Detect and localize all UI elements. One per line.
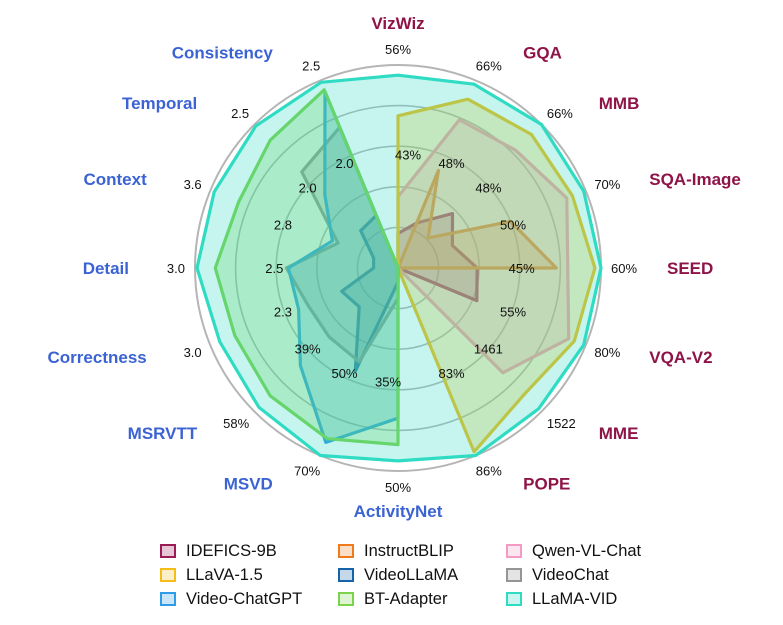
legend-label: VideoLLaMA: [364, 565, 459, 584]
outer-tick: 70%: [594, 177, 620, 192]
outer-tick: 66%: [476, 59, 502, 74]
legend-swatch: [506, 592, 522, 606]
legend-swatch: [506, 544, 522, 558]
outer-tick: 56%: [385, 42, 411, 57]
legend-swatch: [506, 568, 522, 582]
outer-tick: 50%: [385, 480, 411, 495]
legend-item: Qwen-VL-Chat: [506, 540, 676, 562]
legend-item: BT-Adapter: [338, 588, 506, 610]
axis-label-seed: SEED: [667, 259, 713, 278]
outer-tick: 66%: [547, 106, 573, 121]
legend-swatch: [160, 568, 176, 582]
inner-tick: 48%: [438, 156, 464, 171]
legend-item: VideoLLaMA: [338, 564, 506, 586]
legend-item: LLaMA-VID: [506, 588, 676, 610]
inner-tick: 50%: [500, 217, 526, 232]
inner-tick: 83%: [438, 366, 464, 381]
legend-label: IDEFICS-9B: [186, 541, 277, 560]
outer-tick: 86%: [476, 463, 502, 478]
inner-tick: 1461: [474, 341, 503, 356]
legend-item: LLaVA-1.5: [160, 564, 338, 586]
axis-label-detail: Detail: [83, 259, 129, 278]
inner-tick: 45%: [509, 261, 535, 276]
inner-tick: 2.0: [299, 181, 317, 196]
legend-item: Video-ChatGPT: [160, 588, 338, 610]
legend-swatch: [338, 568, 354, 582]
axis-label-vqa-v2: VQA-V2: [649, 348, 712, 367]
outer-tick: 2.5: [302, 59, 320, 74]
legend-label: BT-Adapter: [364, 589, 448, 608]
outer-tick: 60%: [611, 261, 637, 276]
legend-label: LLaMA-VID: [532, 589, 618, 608]
series-videochat: [284, 125, 400, 364]
legend-label: Qwen-VL-Chat: [532, 541, 642, 560]
legend-label: Video-ChatGPT: [186, 589, 303, 608]
legend-item: InstructBLIP: [338, 540, 506, 562]
axis-label-correctness: Correctness: [48, 348, 147, 367]
inner-tick: 35%: [375, 375, 401, 390]
axis-label-gqa: GQA: [523, 44, 562, 63]
inner-tick: 2.0: [335, 156, 353, 171]
axis-label-mme: MME: [599, 424, 639, 443]
inner-tick: 2.3: [274, 305, 292, 320]
series-bt-adapter: [213, 88, 400, 447]
axis-label-vizwiz: VizWiz: [371, 14, 424, 33]
legend-swatch: [338, 592, 354, 606]
series-idefics-9b: [396, 211, 479, 303]
legend-label: InstructBLIP: [364, 541, 454, 560]
axis-label-context: Context: [83, 170, 147, 189]
radar-chart: 56% 43% VizWiz 66% 48% GQA 66% 48% MMB 70% 50% SQA-…: [48, 14, 741, 521]
series-videollama: [340, 213, 400, 373]
series-instructblip: [396, 168, 558, 270]
legend-label: LLaVA-1.5: [186, 565, 263, 584]
legend: IDEFICS-9B InstructBLIP Qwen-VL-Chat LLaVA-…: [160, 540, 680, 610]
axis-label-msvd: MSVD: [224, 474, 273, 493]
axis-label-mmb: MMB: [599, 94, 640, 113]
legend-swatch: [160, 592, 176, 606]
inner-tick: 48%: [475, 181, 501, 196]
axis-label-activitynet: ActivityNet: [354, 502, 443, 521]
axis-label-sqa-image: SQA-Image: [649, 170, 741, 189]
axis-label-msrvtt: MSRVTT: [128, 424, 198, 443]
series-llama-vid: [195, 73, 603, 463]
series-layer: [195, 73, 603, 463]
axis-label-pope: POPE: [523, 474, 570, 493]
legend-label: VideoChat: [532, 565, 609, 584]
inner-tick: 43%: [395, 147, 421, 162]
series-video-chatgpt: [286, 90, 400, 444]
legend-item: VideoChat: [506, 564, 676, 586]
axis-label-consistency: Consistency: [172, 44, 274, 63]
outer-tick: 58%: [223, 416, 249, 431]
axis-labels: 56% 43% VizWiz 66% 48% GQA 66% 48% MMB 70% 50% SQA-…: [48, 14, 741, 521]
outer-tick: 1522: [547, 416, 576, 431]
axis-label-temporal: Temporal: [122, 94, 197, 113]
inner-tick: 39%: [295, 341, 321, 356]
outer-tick: 80%: [594, 345, 620, 360]
series-llava-1-5: [396, 97, 597, 454]
inner-tick: 2.5: [265, 261, 283, 276]
outer-tick: 3.6: [184, 177, 202, 192]
inner-tick: 55%: [500, 305, 526, 320]
outer-tick: 3.0: [184, 345, 202, 360]
legend-item: IDEFICS-9B: [160, 540, 338, 562]
legend-swatch: [160, 544, 176, 558]
outer-tick: 70%: [294, 463, 320, 478]
outer-tick: 3.0: [167, 261, 185, 276]
outer-tick: 2.5: [231, 106, 249, 121]
inner-tick: 50%: [331, 366, 357, 381]
legend-swatch: [338, 544, 354, 558]
series-qwen-vl-chat: [396, 118, 571, 375]
inner-tick: 2.8: [274, 217, 292, 232]
